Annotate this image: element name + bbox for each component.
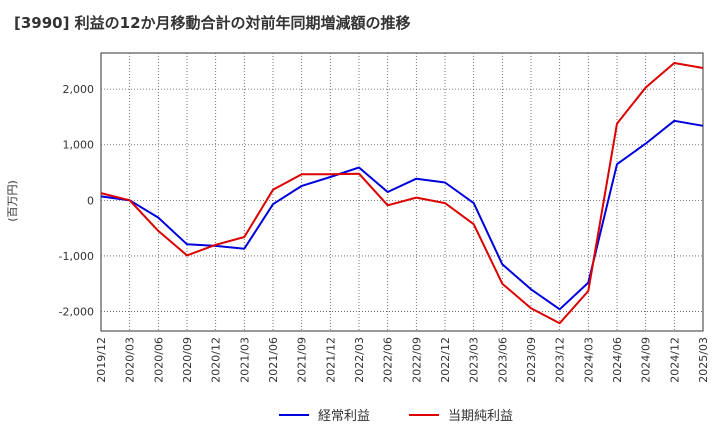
chart-title: [3990] 利益の12か月移動合計の対前年同期増減額の推移	[14, 14, 411, 32]
x-tick-label: 2021/06	[267, 337, 280, 383]
x-tick-label: 2020/09	[181, 337, 194, 383]
y-tick-label: -2,000	[59, 306, 94, 319]
x-tick-label: 2020/03	[124, 337, 137, 383]
x-tick-label: 2021/03	[238, 337, 251, 383]
x-tick-label: 2023/09	[525, 337, 538, 383]
series-line-2	[100, 62, 704, 325]
x-tick-label: 2022/06	[382, 337, 395, 383]
legend: 経常利益 当期純利益	[279, 409, 513, 424]
plot-frame	[100, 52, 704, 332]
x-tick-label: 2024/06	[611, 337, 624, 383]
x-tick-label: 2024/09	[640, 337, 653, 383]
x-tick-label: 2025/03	[697, 337, 710, 383]
x-tick-label: 2023/06	[496, 337, 509, 383]
series-line-1	[100, 119, 704, 311]
y-axis-label: (百万円)	[6, 180, 19, 222]
y-tick-label: 0	[87, 194, 94, 207]
x-tick-label: 2024/03	[582, 337, 595, 383]
gridlines	[101, 53, 703, 331]
x-tick-label: 2022/09	[410, 337, 423, 383]
x-tick-label: 2022/03	[353, 337, 366, 383]
x-tick-label: 2020/12	[210, 337, 223, 383]
x-tick-label: 2021/12	[324, 337, 337, 383]
y-tick-label: 2,000	[63, 83, 95, 96]
y-tick-label: 1,000	[63, 139, 95, 152]
y-axis-ticks: 2,000 1,000 0 -1,000 -2,000	[59, 83, 94, 318]
series-lines	[100, 62, 704, 325]
x-tick-label: 2023/03	[468, 337, 481, 383]
legend-label-1: 経常利益	[318, 409, 370, 424]
x-tick-label: 2021/09	[296, 337, 309, 383]
y-tick-label: -1,000	[59, 250, 94, 263]
x-tick-label: 2019/12	[95, 337, 108, 383]
x-tick-label: 2020/06	[152, 337, 165, 383]
legend-label-2: 当期純利益	[448, 409, 513, 424]
x-tick-label: 2022/12	[439, 337, 452, 383]
x-axis-ticks: 2019/12 2020/03 2020/06 2020/09 2020/12 2021/…	[95, 337, 710, 383]
x-tick-label: 2023/12	[554, 337, 567, 383]
x-tick-label: 2024/12	[668, 337, 681, 383]
plot-area	[100, 52, 704, 332]
